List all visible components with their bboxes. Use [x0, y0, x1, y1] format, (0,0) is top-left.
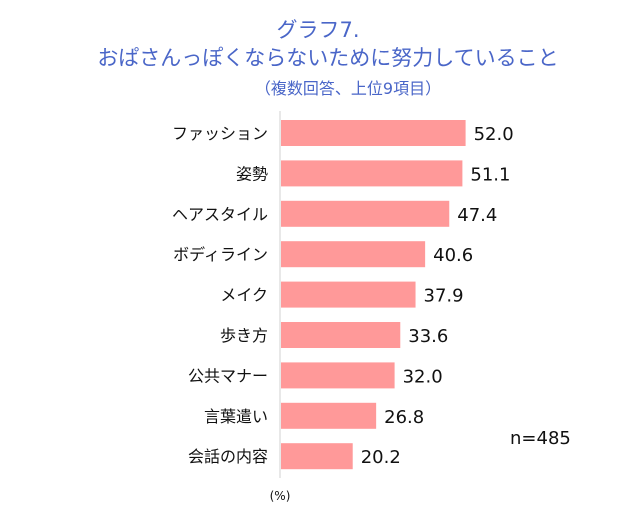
- category-label: 言葉遣い: [204, 407, 268, 426]
- category-label: 姿勢: [236, 164, 268, 183]
- value-label: 32.0: [403, 366, 443, 387]
- chart-subtitle-note: （複数回答、上位9項目）: [254, 79, 442, 98]
- category-label: メイク: [220, 286, 268, 305]
- category-label: 会話の内容: [188, 447, 268, 466]
- value-label: 40.6: [433, 245, 473, 266]
- category-label: ヘアスタイル: [172, 205, 268, 224]
- bar: [281, 322, 401, 348]
- bar: [281, 120, 466, 146]
- category-label: ファッション: [172, 124, 268, 143]
- unit-label: (%): [270, 489, 291, 503]
- bar: [281, 281, 416, 308]
- value-label: 51.1: [470, 164, 510, 185]
- value-label: 47.4: [457, 205, 497, 226]
- chart-subtitle: おぱさんっぽくならないために努力していること: [97, 46, 559, 70]
- bar: [281, 241, 426, 268]
- value-label: 20.2: [361, 447, 401, 468]
- bar: [281, 402, 377, 429]
- value-label: 26.8: [384, 407, 424, 428]
- category-label: ボディライン: [173, 245, 268, 264]
- value-label: 33.6: [408, 326, 448, 347]
- category-label: 公共マナー: [188, 366, 268, 385]
- value-label: 37.9: [424, 286, 464, 307]
- category-label: 歩き方: [220, 326, 268, 345]
- sample-size-note: n=485: [510, 428, 571, 449]
- bar: [281, 443, 353, 470]
- bar: [281, 160, 463, 187]
- bar: [281, 200, 450, 227]
- value-label: 52.0: [474, 124, 514, 145]
- bar: [281, 362, 395, 389]
- chart-title: グラフ7.: [276, 18, 360, 42]
